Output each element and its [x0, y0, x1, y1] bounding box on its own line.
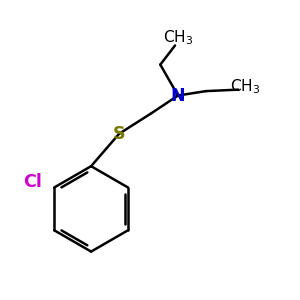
Text: Cl: Cl [23, 173, 42, 191]
Text: N: N [171, 86, 185, 104]
Text: CH$_3$: CH$_3$ [230, 77, 261, 96]
Text: CH$_3$: CH$_3$ [163, 29, 193, 47]
Text: S: S [113, 125, 125, 143]
